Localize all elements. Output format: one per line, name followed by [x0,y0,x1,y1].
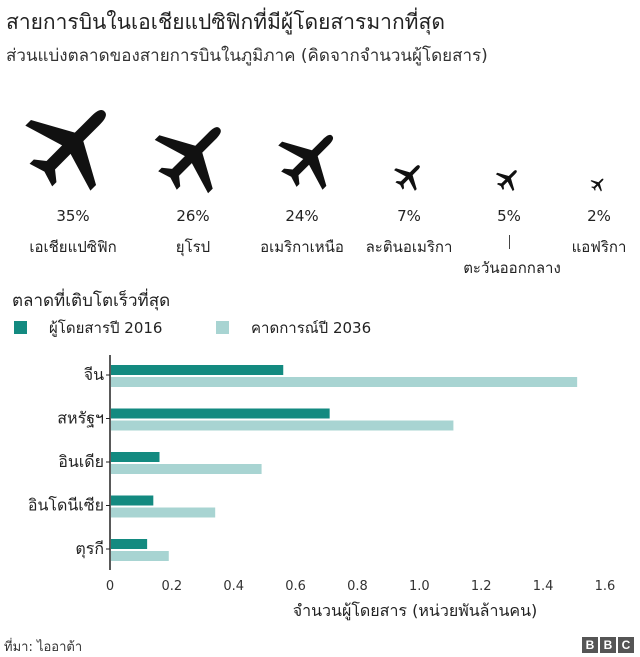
x-axis-title: จำนวนผู้โดยสาร (หน่วยพันล้านคน) [293,601,538,621]
share-value: 7% [397,207,421,225]
market-share-panel: 35% 26% 24% 7% 5% 2% เอเชียแปซิฟิก ยุโรป… [0,90,640,280]
category-label: อินเดีย [58,452,104,471]
bar-2016 [111,495,154,506]
legend-label-2016: ผู้โดยสารปี 2016 [49,319,163,337]
bar-2036 [111,507,216,518]
x-tick-label: 1.0 [409,579,430,594]
share-value: 5% [497,207,521,225]
x-tick-label: 0.6 [285,579,306,594]
share-value: 26% [176,207,210,225]
bar-2016 [111,452,160,462]
region-connector-line [509,235,510,249]
x-tick-label: 0 [106,579,114,594]
bar-2036 [111,464,262,474]
chart-title: สายการบินในเอเชียแปซิฟิกที่มีผู้โดยสารมา… [6,10,445,34]
share-value: 35% [56,207,90,225]
bar-2036 [111,420,454,431]
source-note: ที่มา: ไออาต้า [4,640,83,655]
bar-2016 [111,365,284,375]
share-value: 2% [587,207,611,225]
region-label: ละตินอเมริกา [365,238,453,256]
region-label: แอฟริกา [571,238,627,256]
region-label: อเมริกาเหนือ [260,238,344,256]
legend-swatch-2036 [216,321,229,334]
bar-2016 [111,539,148,549]
bar-2036 [111,377,578,387]
x-tick-label: 1.6 [595,579,616,594]
chart-subtitle: ส่วนแบ่งตลาดของสายการบินในภูมิภาค (คิดจา… [6,46,488,66]
airplane-icon [22,94,122,194]
region-label: ตะวันออกกลาง [463,259,561,277]
bar-2036 [111,551,169,561]
bbc-logo-letter: B [582,637,598,653]
airplane-icon [152,114,234,196]
airplane-icon [393,160,425,192]
legend-item-2036: คาดการณ์ปี 2036 [216,316,371,340]
x-tick-label: 1.2 [471,579,492,594]
x-tick-label: 0.2 [162,579,183,594]
category-label: ตุรกี [75,539,104,559]
x-tick-label: 0.4 [223,579,244,594]
airplane-icon [276,124,344,192]
share-value: 24% [285,207,319,225]
category-label: สหรัฐฯ [57,409,104,428]
category-label: อินโดนีเซีย [28,496,104,515]
legend-swatch-2016 [14,321,27,334]
category-label: จีน [84,365,104,384]
airplane-icon [590,176,606,192]
region-label: ยุโรป [175,238,211,256]
legend-title: ตลาดที่เติบโตเร็วที่สุด [12,291,171,311]
region-label: เอเชียแปซิฟิก [29,238,117,256]
bbc-logo-letter: B [600,637,616,653]
legend-label-2036: คาดการณ์ปี 2036 [251,319,372,337]
bbc-logo-letter: C [618,637,634,653]
legend-item-2016: ผู้โดยสารปี 2016 [14,316,162,340]
airplane-icon [495,166,521,192]
x-tick-label: 1.4 [533,579,554,594]
x-tick-label: 0.8 [347,579,368,594]
bar-2016 [111,408,330,419]
